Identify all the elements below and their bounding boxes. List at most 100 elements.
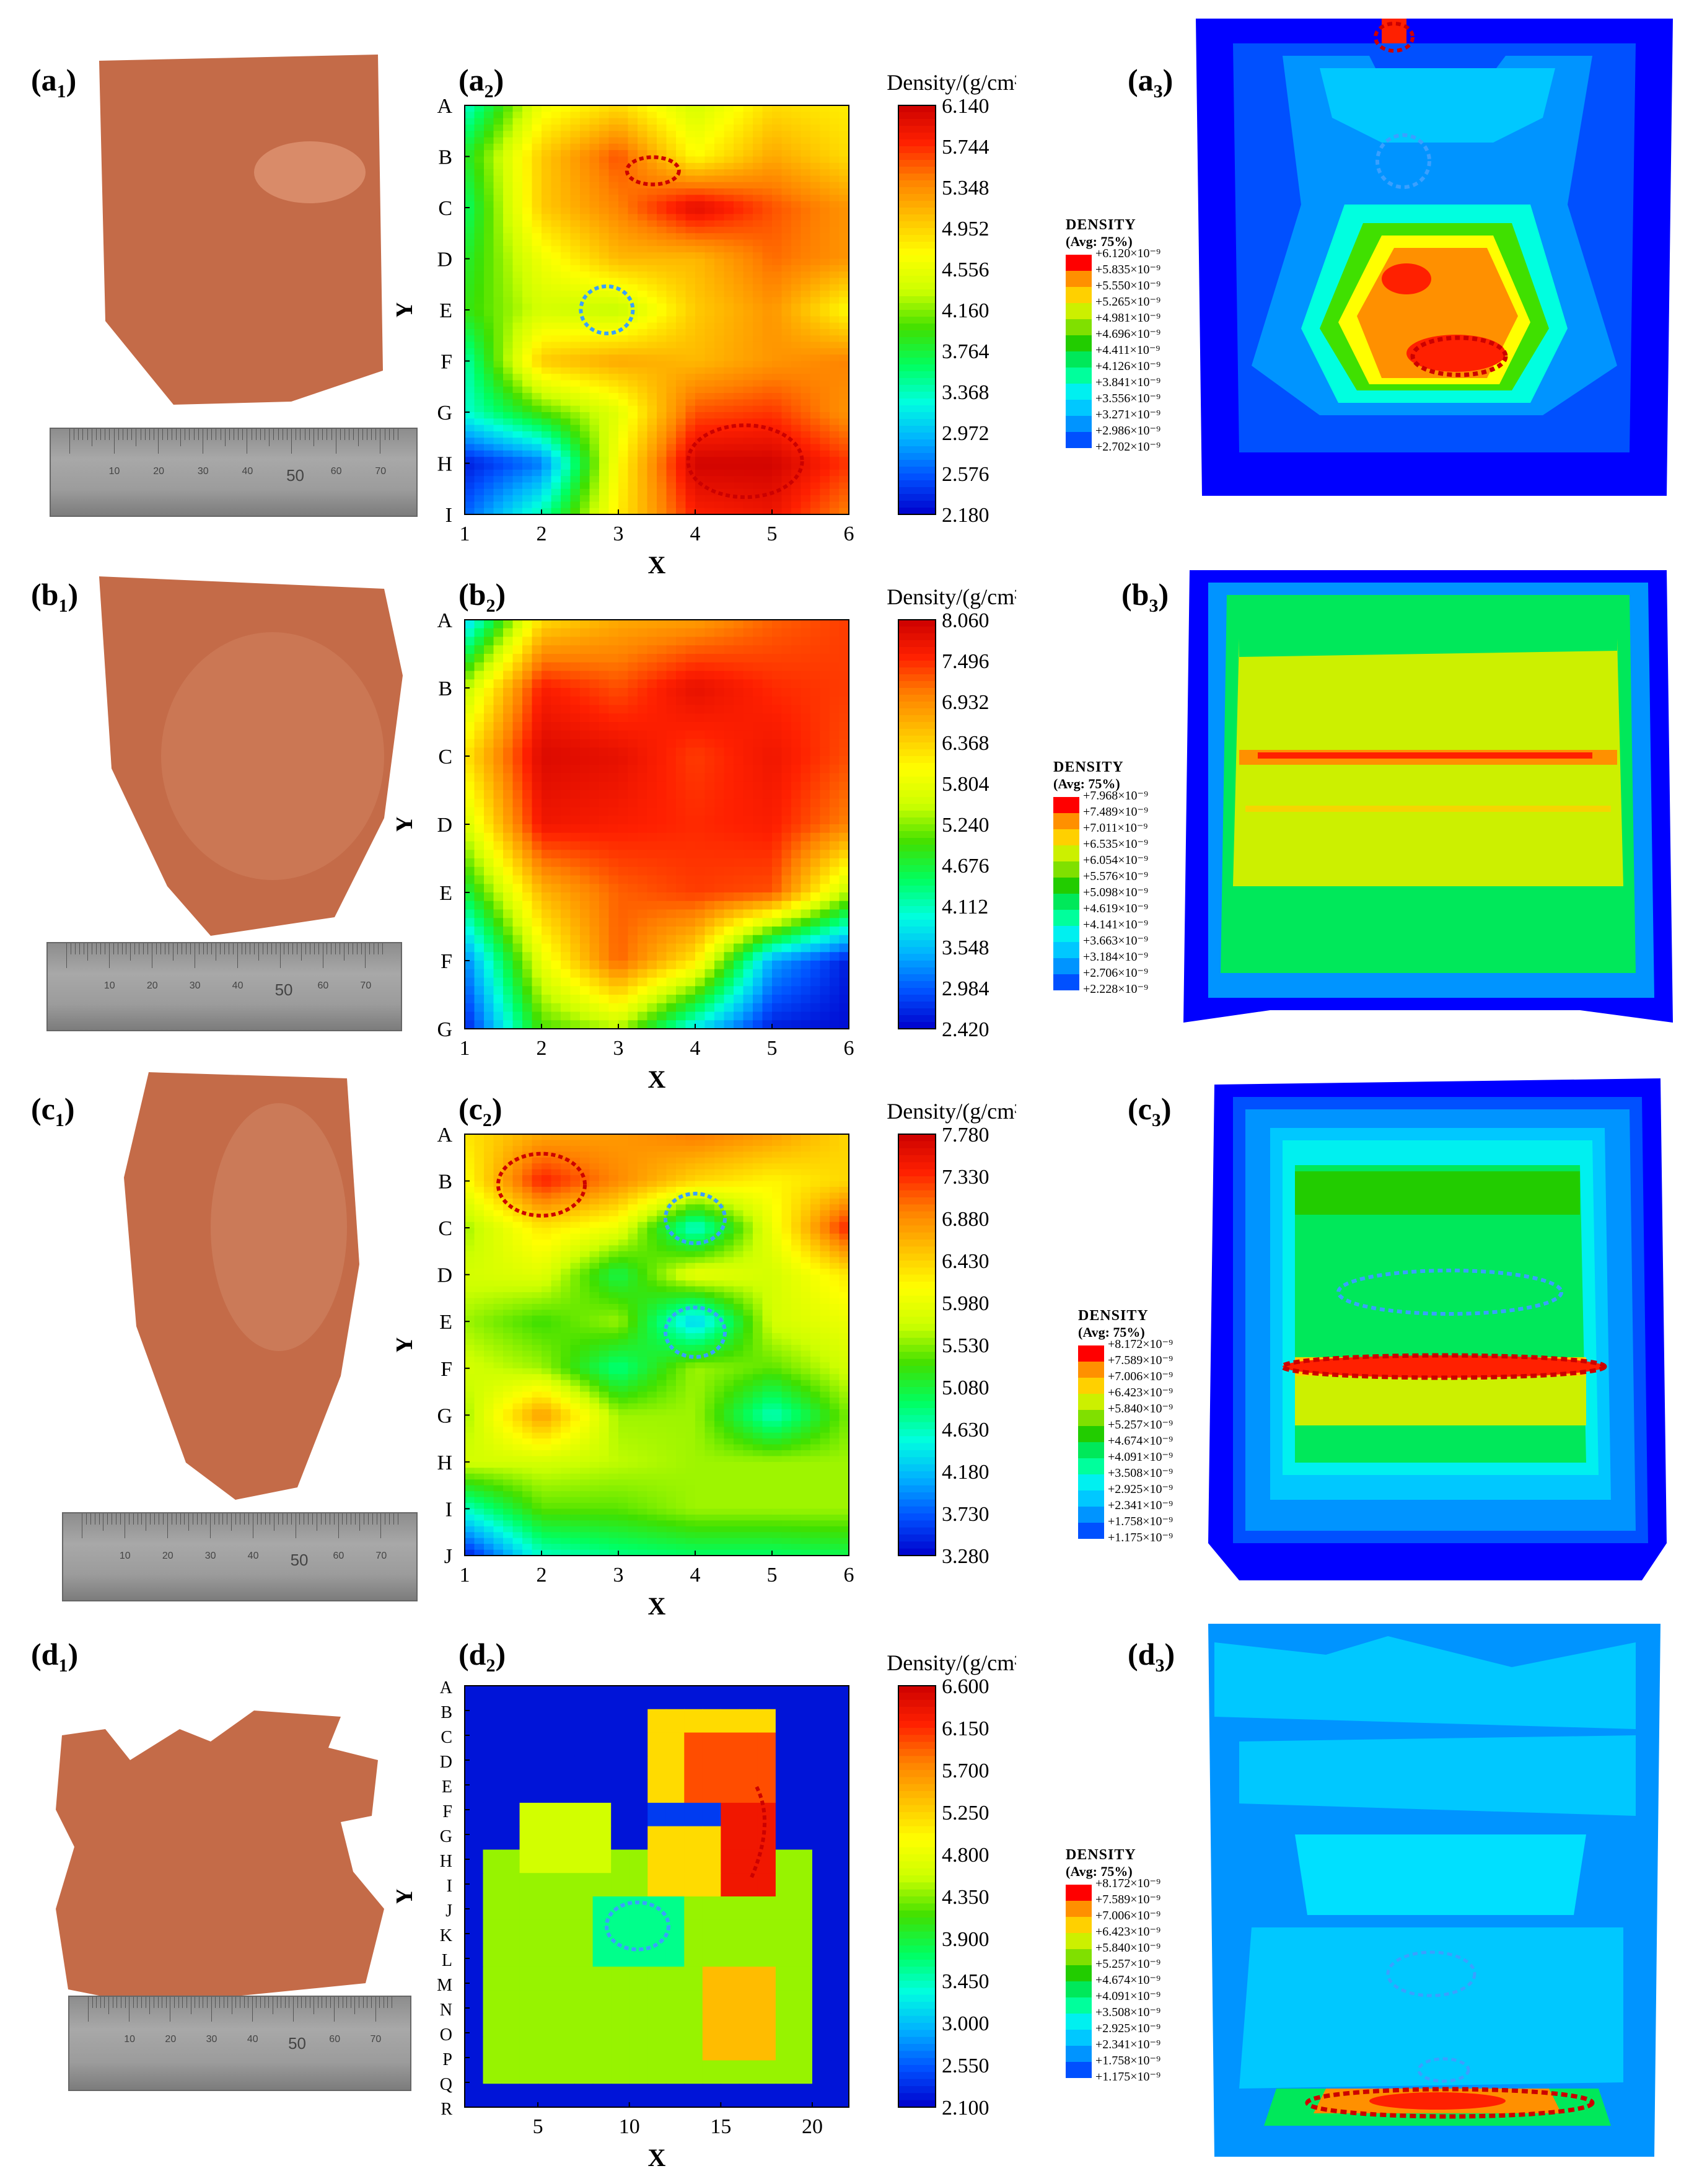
heatmap-cell: [714, 816, 725, 825]
heatmap-cell: [762, 278, 773, 285]
heatmap-cell: [753, 986, 763, 995]
heatmap-cell: [493, 393, 504, 400]
heatmap-cell: [753, 220, 763, 227]
ruler-tick: [87, 429, 88, 440]
heatmap-cell: [839, 961, 849, 970]
heatmap-cell: [801, 386, 811, 394]
heatmap-cell: [753, 208, 763, 214]
heatmap-cell: [580, 226, 590, 234]
heatmap-cell: [743, 386, 753, 394]
heatmap-cell: [810, 705, 821, 714]
heatmap-cell: [599, 105, 610, 112]
heatmap-cell: [724, 175, 734, 183]
heatmap-cell: [791, 361, 802, 368]
heatmap-cell: [561, 807, 571, 816]
heatmap-cell: [551, 303, 561, 310]
heatmap-cell: [570, 909, 581, 918]
heatmap-cell: [657, 866, 667, 876]
heatmap-cell: [676, 824, 687, 834]
ruler-tick: [331, 429, 332, 440]
heatmap-cell: [676, 469, 687, 477]
heatmap-cell: [551, 316, 561, 324]
heatmap-cell: [618, 252, 629, 260]
heatmap-cell: [647, 1011, 657, 1021]
heatmap-cell: [638, 316, 648, 324]
heatmap-cell: [532, 875, 542, 884]
heatmap-cell: [570, 858, 581, 868]
heatmap-cell: [781, 195, 792, 202]
ruler-tick: [154, 1513, 156, 1525]
heatmap-cell: [704, 112, 715, 119]
heatmap-cell: [589, 850, 600, 859]
heatmap-cell: [734, 790, 744, 799]
ruler-tick: [167, 429, 168, 440]
heatmap-cell: [512, 335, 523, 343]
heatmap-cell: [762, 143, 773, 151]
heatmap-cell: [791, 807, 802, 816]
heatmap-cell: [638, 169, 648, 177]
heatmap-cell: [522, 884, 533, 893]
heatmap-cell: [628, 645, 638, 654]
heatmap-cell: [580, 892, 590, 902]
heatmap-cell: [839, 367, 849, 374]
heatmap-cell: [810, 297, 821, 304]
heatmap-cell: [820, 927, 830, 936]
heatmap-cell: [714, 892, 725, 902]
heatmap-cell: [772, 150, 783, 157]
heatmap-cell: [522, 501, 533, 509]
heatmap-cell: [608, 977, 619, 987]
heatmap-cell: [512, 399, 523, 407]
heatmap-cell: [628, 188, 638, 195]
heatmap-cell: [704, 188, 715, 195]
heatmap-cell: [820, 316, 830, 324]
heatmap-cell: [734, 284, 744, 291]
heatmap-cell: [484, 367, 494, 374]
heatmap-cell: [676, 858, 687, 868]
heatmap-cell: [753, 457, 763, 464]
heatmap-cell: [638, 927, 648, 936]
heatmap-cell: [484, 348, 494, 355]
ruler-tick: [197, 1513, 198, 1525]
heatmap-cell: [704, 380, 715, 387]
heatmap-cell: [772, 961, 783, 970]
heatmap-cell: [608, 662, 619, 672]
heatmap-cell: [589, 418, 600, 426]
heatmap-cell: [801, 1003, 811, 1013]
heatmap-cell: [714, 124, 725, 131]
ruler-tick: [198, 429, 199, 440]
heatmap-cell: [704, 469, 715, 477]
heatmap-cell: [772, 156, 783, 164]
heatmap-cell: [657, 463, 667, 470]
heatmap-cell: [685, 1020, 696, 1029]
heatmap-cell: [532, 284, 542, 291]
heatmap-cell: [657, 310, 667, 317]
heatmap-cell: [570, 705, 581, 714]
heatmap-cell: [791, 977, 802, 987]
heatmap-cell: [570, 425, 581, 432]
heatmap-cell: [532, 310, 542, 317]
heatmap-cell: [657, 1020, 667, 1029]
heatmap-cell: [657, 335, 667, 343]
heatmap-cell: [474, 137, 485, 144]
colorbar-segment: [898, 667, 936, 675]
heatmap-cell: [608, 832, 619, 842]
heatmap-cell: [724, 169, 734, 177]
heatmap-cell: [743, 476, 753, 483]
heatmap-cell: [734, 508, 744, 515]
heatmap-cell: [666, 501, 677, 509]
heatmap-cell: [628, 143, 638, 151]
heatmap-cell: [503, 208, 514, 214]
heatmap-cell: [753, 961, 763, 970]
heatmap-cell: [839, 943, 849, 953]
heatmap-cell: [589, 620, 600, 629]
heatmap-cell: [714, 328, 725, 336]
heatmap-cell: [618, 297, 629, 304]
ruler-tick: [74, 943, 76, 954]
colorbar-segment: [898, 235, 936, 242]
heatmap-cell: [484, 1003, 494, 1013]
heatmap-cell: [503, 361, 514, 368]
heatmap-cell: [753, 118, 763, 125]
heatmap-cell: [638, 418, 648, 426]
heatmap-cell: [599, 291, 610, 297]
heatmap-cell: [830, 620, 840, 629]
